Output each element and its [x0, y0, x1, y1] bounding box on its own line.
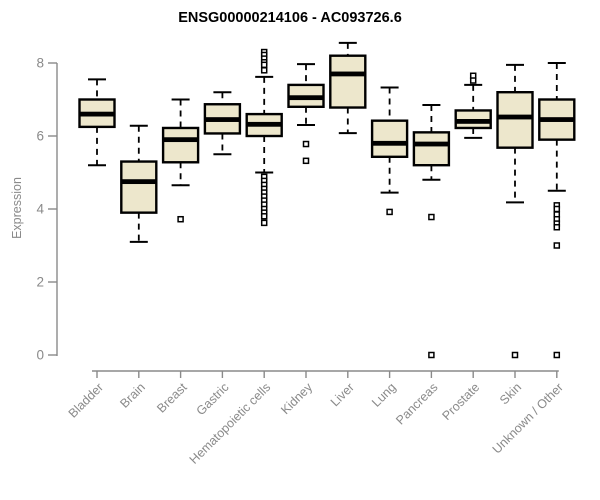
- outlier-point: [553, 351, 561, 359]
- outlier-point: [428, 351, 435, 359]
- outlier-point: [428, 213, 435, 221]
- outlier-point: [177, 215, 184, 223]
- x-tick-label: Prostate: [439, 380, 482, 423]
- y-tick-label: 0: [36, 348, 44, 363]
- box-breast: [161, 126, 200, 164]
- box-liver: [329, 54, 367, 109]
- chart-title: ENSG00000214106 - AC093726.6: [178, 10, 402, 26]
- x-tick-label: Hematopoietic cells: [187, 380, 274, 467]
- median-line: [79, 111, 115, 117]
- median-line: [455, 119, 491, 124]
- median-line: [163, 137, 199, 143]
- outlier-point: [260, 61, 268, 69]
- median-line: [288, 95, 324, 101]
- y-tick-label: 8: [36, 56, 44, 71]
- outlier-point: [302, 140, 310, 148]
- x-tick-label: Liver: [328, 380, 357, 409]
- outlier-point: [469, 77, 477, 84]
- outlier-point: [386, 208, 393, 216]
- x-tick-label: Breast: [154, 380, 190, 416]
- x-tick-label: Lung: [369, 380, 399, 410]
- outlier-point: [260, 213, 268, 220]
- x-tick-label: Gastric: [194, 380, 232, 418]
- outlier-point: [553, 224, 561, 231]
- median-line: [372, 140, 408, 146]
- y-tick-label: 6: [36, 129, 44, 144]
- x-tick-label: Bladder: [66, 380, 106, 420]
- box-skin: [496, 90, 534, 149]
- outlier-point: [260, 67, 268, 74]
- box-brain: [120, 160, 158, 214]
- outlier-point: [302, 157, 310, 165]
- outlier-point: [553, 242, 561, 249]
- box-lung: [370, 119, 409, 159]
- x-tick-label: Unknown / Other: [490, 380, 566, 456]
- x-tick-label: Pancreas: [393, 380, 440, 427]
- outlier-point: [260, 219, 268, 227]
- median-line: [539, 117, 575, 122]
- median-line: [330, 71, 366, 77]
- x-tick-label: Brain: [117, 380, 148, 411]
- y-tick-label: 4: [36, 202, 44, 217]
- y-tick-label: 2: [36, 275, 44, 290]
- median-line: [246, 121, 282, 127]
- box-pancreas: [412, 131, 451, 167]
- x-tick-label: Skin: [497, 380, 524, 407]
- outlier-point: [553, 205, 561, 213]
- outlier-point: [511, 351, 519, 359]
- median-line: [413, 141, 449, 147]
- median-line: [497, 114, 533, 120]
- median-line: [204, 117, 240, 122]
- median-line: [121, 179, 157, 185]
- x-tick-label: Kidney: [278, 380, 315, 417]
